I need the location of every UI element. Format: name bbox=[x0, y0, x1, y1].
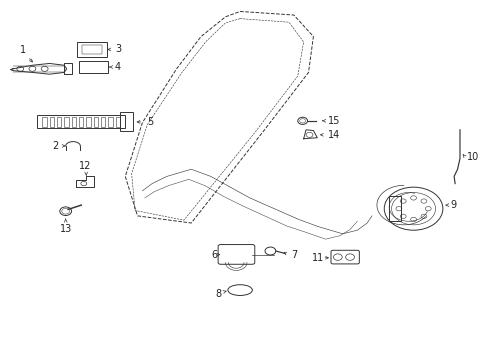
Bar bbox=[64, 117, 69, 127]
Text: 15: 15 bbox=[328, 116, 341, 126]
Bar bbox=[37, 116, 125, 128]
Text: 11: 11 bbox=[312, 253, 324, 263]
Text: 13: 13 bbox=[60, 224, 72, 234]
Bar bbox=[108, 117, 113, 127]
Bar bbox=[82, 45, 102, 54]
Bar bbox=[49, 117, 54, 127]
Text: 7: 7 bbox=[292, 249, 297, 260]
Bar bbox=[86, 117, 91, 127]
Text: 5: 5 bbox=[147, 117, 153, 127]
Bar bbox=[389, 196, 401, 221]
Bar bbox=[116, 117, 120, 127]
Text: 14: 14 bbox=[328, 130, 341, 140]
Text: 8: 8 bbox=[215, 289, 221, 299]
Text: 3: 3 bbox=[115, 45, 121, 54]
Text: 12: 12 bbox=[78, 161, 91, 171]
Bar bbox=[101, 117, 105, 127]
Text: 10: 10 bbox=[467, 152, 480, 162]
Bar bbox=[72, 117, 76, 127]
Bar bbox=[79, 117, 83, 127]
Text: 1: 1 bbox=[20, 45, 26, 55]
Bar bbox=[94, 117, 98, 127]
Bar bbox=[121, 112, 133, 131]
Bar bbox=[57, 117, 61, 127]
Text: 4: 4 bbox=[115, 62, 121, 72]
Text: 6: 6 bbox=[211, 249, 217, 260]
Text: 2: 2 bbox=[52, 141, 58, 151]
Text: 9: 9 bbox=[450, 200, 456, 210]
Bar bbox=[79, 61, 108, 73]
Bar bbox=[42, 117, 47, 127]
